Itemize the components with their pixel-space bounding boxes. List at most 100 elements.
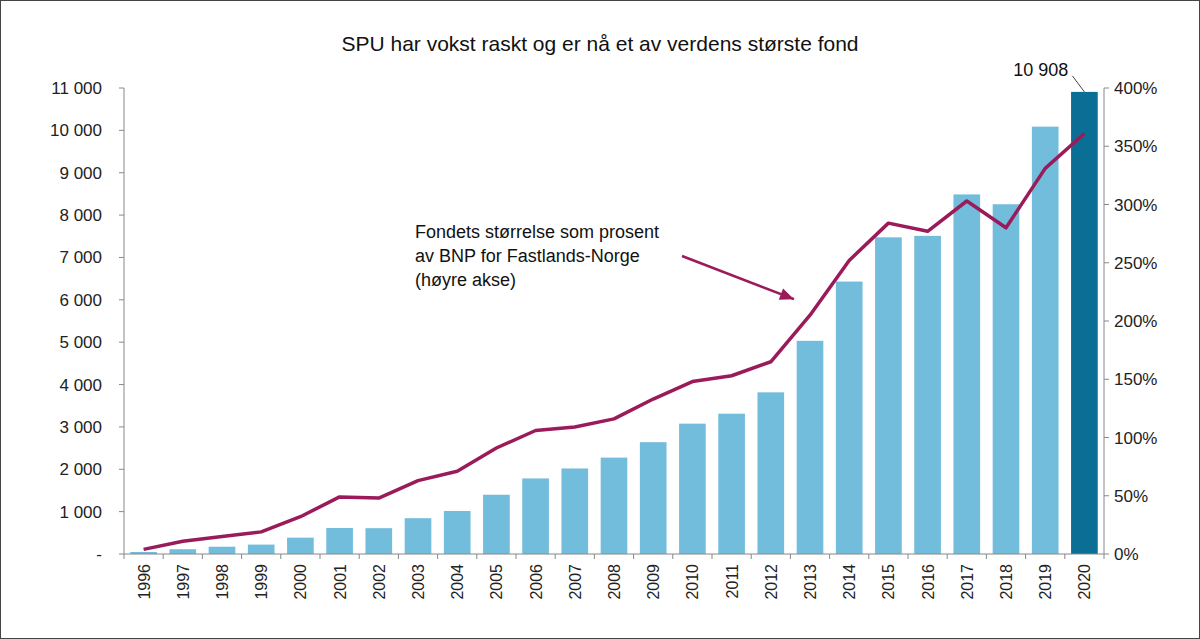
y2-tick <box>1104 262 1109 263</box>
y-tick <box>119 257 124 258</box>
y2-tick-label: 250% <box>1114 254 1157 273</box>
y2-tick-label: 350% <box>1114 137 1157 156</box>
y2-tick-label: 50% <box>1114 487 1148 506</box>
x-tick-label: 2010 <box>684 564 701 600</box>
x-tick-label: 2002 <box>371 564 388 600</box>
bar <box>993 204 1020 554</box>
bar <box>953 194 980 554</box>
x-tick-mark <box>829 554 830 559</box>
y2-tick <box>1104 437 1109 438</box>
bar <box>601 458 628 554</box>
y-tick-label: 9 000 <box>59 164 102 183</box>
y-tick <box>119 299 124 300</box>
y-tick <box>119 554 124 555</box>
x-tick-label: 2014 <box>841 564 858 600</box>
bar <box>365 528 392 554</box>
y-tick <box>119 130 124 131</box>
y-tick-label: 6 000 <box>59 291 102 310</box>
x-tick-label: 2011 <box>724 564 741 599</box>
x-tick-mark <box>516 554 517 559</box>
y-tick <box>119 426 124 427</box>
plot-area <box>130 92 1097 554</box>
x-tick-label: 1997 <box>175 564 192 600</box>
annotation-leader <box>1072 76 1084 92</box>
x-axis-line <box>124 554 1104 555</box>
x-tick-label: 2015 <box>880 564 897 600</box>
x-tick-label: 2005 <box>488 564 505 600</box>
x-tick-mark <box>986 554 987 559</box>
bar <box>483 495 510 554</box>
bar <box>248 545 275 554</box>
y2-tick <box>1104 379 1109 380</box>
bar <box>444 511 471 554</box>
y-tick-label: 8 000 <box>59 206 102 225</box>
x-tick-mark <box>1025 554 1026 559</box>
annotation-text: av BNP for Fastlands-Norge <box>415 246 640 266</box>
y2-tick-label: 400% <box>1114 79 1157 98</box>
x-tick-mark <box>947 554 948 559</box>
y2-tick-label: 0% <box>1114 545 1139 564</box>
y-tick-label: 5 000 <box>59 333 102 352</box>
bar <box>1071 92 1098 554</box>
x-tick-label: 1996 <box>136 564 153 600</box>
y2-tick <box>1104 88 1109 89</box>
y2-tick-label: 200% <box>1114 312 1157 331</box>
x-tick-label: 2007 <box>567 564 584 600</box>
y-tick <box>119 215 124 216</box>
line <box>144 133 1085 549</box>
x-tick-mark <box>790 554 791 559</box>
bar <box>1032 127 1059 554</box>
x-tick-label: 2003 <box>410 564 427 600</box>
x-tick-mark <box>241 554 242 559</box>
x-tick-label: 2008 <box>606 564 623 600</box>
y2-tick <box>1104 495 1109 496</box>
bar <box>836 282 863 554</box>
y2-tick <box>1104 321 1109 322</box>
x-tick-label: 2006 <box>528 564 545 600</box>
bar <box>640 442 667 554</box>
x-tick-mark <box>594 554 595 559</box>
x-tick-label: 2009 <box>645 564 662 600</box>
y-tick-label: 2 000 <box>59 460 102 479</box>
y2-tick <box>1104 146 1109 147</box>
x-tick-mark <box>712 554 713 559</box>
x-tick-label: 2019 <box>1037 564 1054 600</box>
y-tick-label: 1 000 <box>59 503 102 522</box>
x-tick-label: 2016 <box>920 564 937 600</box>
x-tick-mark <box>359 554 360 559</box>
x-tick-mark <box>1064 554 1065 559</box>
bar <box>522 478 549 554</box>
annotation-arrow <box>682 256 794 299</box>
bar <box>561 468 588 554</box>
x-tick-label: 2004 <box>449 564 466 600</box>
bar <box>914 236 941 554</box>
y-tick-label: 10 000 <box>50 121 102 140</box>
annotation-arrowhead <box>779 289 794 300</box>
x-tick-mark <box>163 554 164 559</box>
y-tick-label: 7 000 <box>59 248 102 267</box>
y-tick <box>119 172 124 173</box>
x-tick-mark <box>476 554 477 559</box>
x-tick-mark <box>398 554 399 559</box>
frame <box>1 1 1200 639</box>
y-tick <box>119 384 124 385</box>
x-tick-label: 2013 <box>802 564 819 600</box>
x-tick-label: 2018 <box>998 564 1015 600</box>
x-tick-mark <box>437 554 438 559</box>
x-tick-mark <box>555 554 556 559</box>
x-tick-label: 2001 <box>332 564 349 600</box>
y-tick-label: - <box>96 545 102 564</box>
x-tick-mark <box>280 554 281 559</box>
y2-tick-label: 150% <box>1114 370 1157 389</box>
x-tick-mark <box>202 554 203 559</box>
bar <box>405 518 432 554</box>
x-tick-label: 2017 <box>959 564 976 600</box>
annotation-text: Fondets størrelse som prosent <box>415 222 659 242</box>
x-tick-mark <box>1104 554 1105 559</box>
x-tick-mark <box>908 554 909 559</box>
x-tick-label: 2000 <box>292 564 309 600</box>
bar <box>209 547 236 554</box>
y2-tick <box>1104 554 1109 555</box>
y-tick-label: 4 000 <box>59 376 102 395</box>
title: SPU har vokst raskt og er nå et av verde… <box>341 32 858 55</box>
